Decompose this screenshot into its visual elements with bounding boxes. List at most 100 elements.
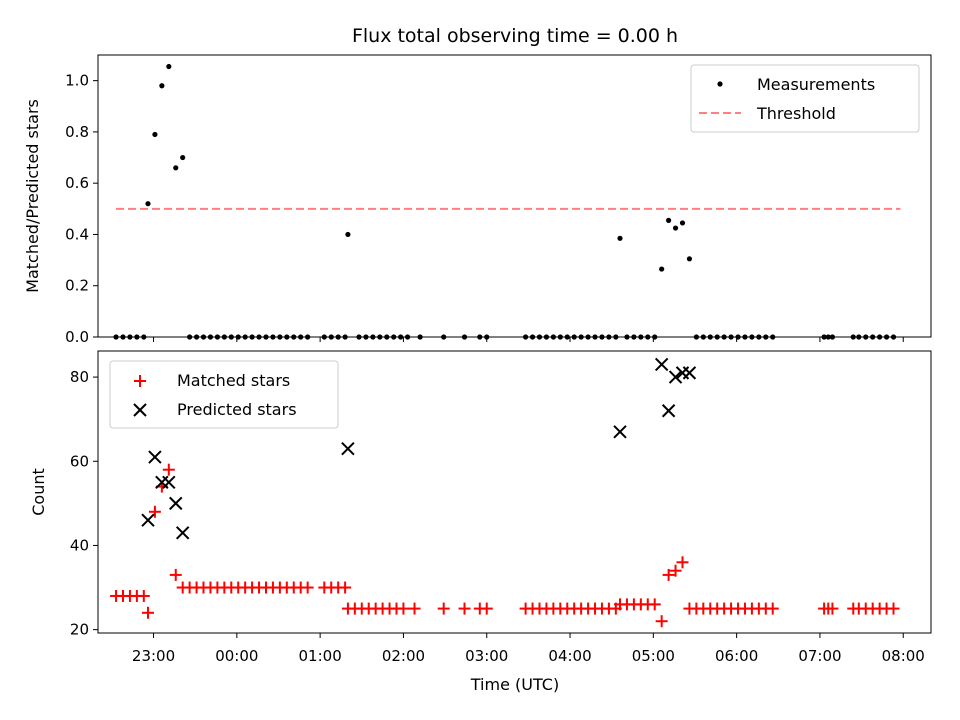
measurement-point — [631, 334, 637, 340]
measurement-point — [749, 334, 755, 340]
predicted-star-point — [148, 450, 162, 464]
measurement-point — [398, 334, 404, 340]
top-legend-box — [690, 64, 920, 133]
measurement-point — [370, 334, 376, 340]
x-tick-label: 07:00 — [798, 647, 841, 665]
measurement-point — [829, 334, 836, 340]
measurement-point — [617, 235, 623, 241]
measurement-point — [523, 334, 529, 340]
x-tick-label: 05:00 — [632, 647, 675, 665]
matched-star-point — [301, 581, 314, 594]
measurement-point — [127, 334, 133, 340]
bottom-legend: Matched stars Predicted stars — [109, 360, 339, 429]
measurement-point — [180, 154, 186, 161]
measurement-point — [883, 334, 890, 340]
measurement-point — [404, 334, 411, 340]
top-y-tick-label: 0.8 — [65, 123, 89, 141]
matched-star-point — [339, 581, 352, 594]
bottom-y-tick-label: 80 — [70, 368, 89, 386]
matched-star-point — [676, 556, 689, 569]
matched-star-point — [169, 568, 182, 581]
matched-star-point — [826, 602, 839, 615]
legend-matched-marker — [134, 375, 146, 387]
measurement-point — [672, 225, 679, 231]
matched-star-point — [662, 568, 675, 581]
measurement-point — [384, 334, 390, 340]
measurement-point — [221, 334, 227, 340]
predicted-star-point — [175, 526, 190, 540]
measurement-point — [721, 334, 727, 340]
measurement-point — [113, 334, 119, 340]
measurement-point — [652, 334, 658, 340]
matched-star-point — [141, 606, 154, 619]
measurement-point — [821, 334, 827, 340]
top-legend: Measurements Threshold — [690, 64, 920, 133]
measurement-point — [707, 334, 713, 340]
measurement-point — [638, 334, 644, 340]
matched-star-point — [669, 564, 682, 577]
measurement-point — [659, 266, 665, 272]
measurement-point — [666, 217, 672, 223]
measurement-point — [770, 334, 776, 340]
measurement-point — [557, 334, 563, 340]
measurement-point — [145, 201, 151, 207]
measurement-point — [599, 334, 605, 340]
measurement-point — [877, 334, 883, 340]
bottom-y-axis-label: Count — [29, 468, 48, 516]
measurement-point — [235, 334, 241, 340]
measurement-point — [321, 334, 327, 340]
legend-predicted-label: Predicted stars — [177, 400, 297, 419]
x-tick-label: 08:00 — [882, 647, 925, 665]
measurement-point — [141, 334, 147, 340]
bottom-legend-box — [109, 360, 339, 429]
measurement-point — [564, 334, 570, 340]
measurement-point — [606, 334, 612, 340]
measurement-point — [277, 334, 283, 340]
measurement-point — [256, 334, 262, 340]
predicted-star-point — [661, 404, 676, 418]
measurement-point — [417, 334, 423, 340]
x-tick-label: 23:00 — [132, 647, 175, 665]
measurement-point — [242, 334, 248, 340]
predicted-star-point — [141, 513, 155, 527]
x-axis-label: Time (UTC) — [470, 675, 559, 694]
x-tick-label: 04:00 — [548, 647, 591, 665]
chart-title: Flux total observing time = 0.00 h — [352, 25, 678, 47]
measurement-point — [870, 334, 876, 340]
legend-predicted-marker — [133, 403, 147, 417]
measurement-point — [441, 334, 447, 340]
top-y-axis-label: Matched/Predicted stars — [23, 99, 42, 293]
measurement-point — [391, 334, 397, 340]
measurement-point — [863, 334, 869, 340]
measurement-point — [735, 334, 741, 340]
measurement-point — [228, 334, 234, 340]
predicted-star-point — [169, 496, 183, 511]
matched-star-point — [408, 602, 421, 615]
measurement-point — [291, 334, 297, 340]
measurement-point — [173, 165, 179, 171]
measurement-point — [249, 334, 255, 340]
legend-matched-label: Matched stars — [177, 371, 290, 390]
measurement-point — [328, 334, 334, 340]
top-y-tick-label: 1.0 — [65, 72, 89, 90]
top-plot-frame — [97, 54, 932, 338]
bottom-y-tick-label: 20 — [70, 621, 89, 639]
matched-star-point — [655, 615, 668, 628]
x-tick-label: 00:00 — [215, 647, 258, 665]
top-y-tick-label: 0.2 — [65, 277, 89, 295]
bottom-axis-ticks: 20 40 60 80 23:00 00:00 01:00 02:00 03:00 04:00 05… — [70, 368, 925, 665]
measurement-point — [578, 334, 584, 340]
predicted-star-point — [654, 357, 669, 372]
bottom-y-tick-label: 60 — [70, 452, 89, 470]
measurement-point — [613, 334, 619, 340]
top-y-tick-label: 0.0 — [65, 328, 89, 346]
matched-star-point — [162, 463, 175, 476]
measurement-point — [592, 334, 598, 340]
measurement-point — [166, 63, 172, 70]
measurement-point — [763, 334, 769, 340]
predicted-star-point — [682, 366, 697, 380]
legend-threshold-label: Threshold — [756, 104, 836, 123]
measurement-point — [461, 334, 468, 340]
x-tick-label: 01:00 — [299, 647, 342, 665]
